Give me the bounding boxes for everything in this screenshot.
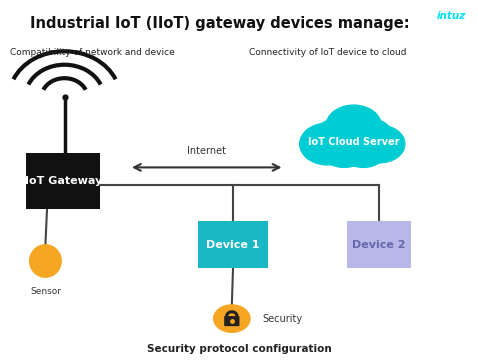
Circle shape bbox=[214, 305, 250, 332]
Text: Industrial IoT (IIoT) gateway devices manage:: Industrial IoT (IIoT) gateway devices ma… bbox=[30, 16, 410, 31]
Text: Sensor: Sensor bbox=[30, 287, 61, 296]
Text: Security protocol configuration: Security protocol configuration bbox=[147, 344, 331, 354]
FancyBboxPatch shape bbox=[224, 316, 239, 326]
Circle shape bbox=[300, 123, 355, 165]
FancyBboxPatch shape bbox=[347, 221, 411, 268]
Text: IoT Gateway: IoT Gateway bbox=[25, 176, 102, 186]
Text: intuz: intuz bbox=[437, 11, 466, 21]
Ellipse shape bbox=[30, 245, 61, 277]
Text: IoT Cloud Server: IoT Cloud Server bbox=[308, 137, 400, 147]
Circle shape bbox=[326, 105, 381, 147]
Circle shape bbox=[315, 119, 358, 151]
Circle shape bbox=[355, 125, 405, 163]
Text: Connectivity of IoT device to cloud: Connectivity of IoT device to cloud bbox=[249, 48, 406, 57]
Text: Security: Security bbox=[262, 314, 302, 324]
FancyBboxPatch shape bbox=[26, 153, 100, 209]
Circle shape bbox=[320, 131, 368, 167]
Text: Device 1: Device 1 bbox=[206, 240, 260, 250]
Circle shape bbox=[349, 119, 392, 151]
Circle shape bbox=[339, 131, 387, 167]
Text: Device 2: Device 2 bbox=[352, 240, 405, 250]
FancyBboxPatch shape bbox=[198, 221, 268, 268]
Text: Compatibility of network and device: Compatibility of network and device bbox=[10, 48, 174, 57]
Text: Internet: Internet bbox=[187, 146, 226, 156]
